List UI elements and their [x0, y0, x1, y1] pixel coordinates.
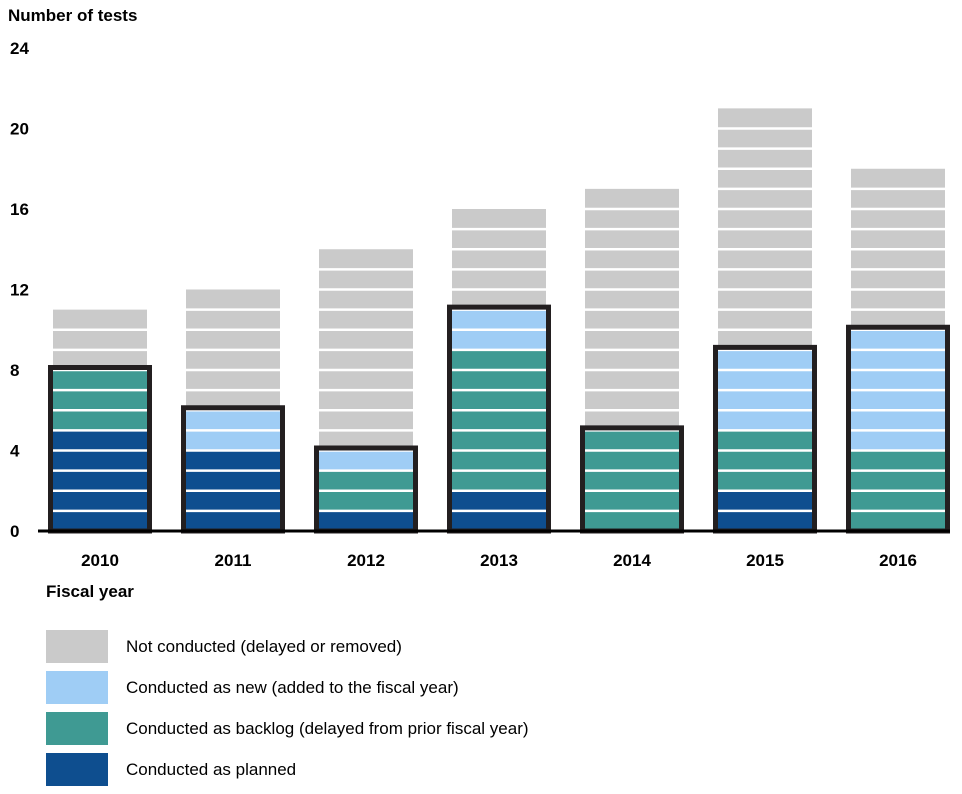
legend-swatch-conducted-backlog — [46, 712, 108, 745]
x-tick-label-2010: 2010 — [81, 551, 119, 570]
y-tick-label-0: 0 — [10, 522, 19, 541]
x-tick-label-2016: 2016 — [879, 551, 917, 570]
y-tick-label-16: 16 — [10, 200, 29, 219]
y-tick-label-20: 20 — [10, 120, 29, 139]
legend-item-conducted-new: Conducted as new (added to the fiscal ye… — [46, 671, 529, 704]
y-tick-label-4: 4 — [10, 442, 20, 461]
bar-2013-not-conducted-delayed-or-removed — [452, 209, 546, 310]
y-tick-label-12: 12 — [10, 281, 29, 300]
x-tick-label-2014: 2014 — [613, 551, 651, 570]
legend: Not conducted (delayed or removed) Condu… — [46, 630, 529, 794]
x-axis-title: Fiscal year — [46, 582, 134, 601]
legend-label-conducted-backlog: Conducted as backlog (delayed from prior… — [126, 718, 529, 738]
legend-item-conducted-backlog: Conducted as backlog (delayed from prior… — [46, 712, 529, 745]
y-axis-title: Number of tests — [8, 6, 138, 25]
y-tick-label-8: 8 — [10, 361, 19, 380]
legend-label-not-conducted: Not conducted (delayed or removed) — [126, 636, 402, 656]
bar-2012-conducted-as-new-added-to-the-fiscal-year — [319, 450, 413, 471]
bar-2012-conducted-as-planned — [319, 510, 413, 531]
bar-2013-conducted-as-backlog-delayed-from-prior-fiscal-year — [452, 349, 546, 491]
bar-2010-conducted-as-backlog-delayed-from-prior-fiscal-year — [53, 370, 147, 431]
bar-2010-not-conducted-delayed-or-removed — [53, 309, 147, 370]
bar-2010-conducted-as-planned — [53, 430, 147, 531]
legend-label-conducted-planned: Conducted as planned — [126, 759, 297, 779]
bar-2015-conducted-as-backlog-delayed-from-prior-fiscal-year — [718, 430, 812, 491]
bar-2014-conducted-as-backlog-delayed-from-prior-fiscal-year — [585, 430, 679, 531]
x-tick-label-2013: 2013 — [480, 551, 518, 570]
legend-swatch-not-conducted — [46, 630, 108, 663]
legend-label-conducted-new: Conducted as new (added to the fiscal ye… — [126, 677, 459, 697]
legend-swatch-conducted-new — [46, 671, 108, 704]
y-tick-label-24: 24 — [10, 39, 29, 58]
legend-item-conducted-planned: Conducted as planned — [46, 753, 529, 786]
x-tick-label-2015: 2015 — [746, 551, 784, 570]
x-tick-label-2012: 2012 — [347, 551, 385, 570]
legend-item-not-conducted: Not conducted (delayed or removed) — [46, 630, 529, 663]
x-tick-label-2011: 2011 — [215, 551, 252, 570]
legend-swatch-conducted-planned — [46, 753, 108, 786]
